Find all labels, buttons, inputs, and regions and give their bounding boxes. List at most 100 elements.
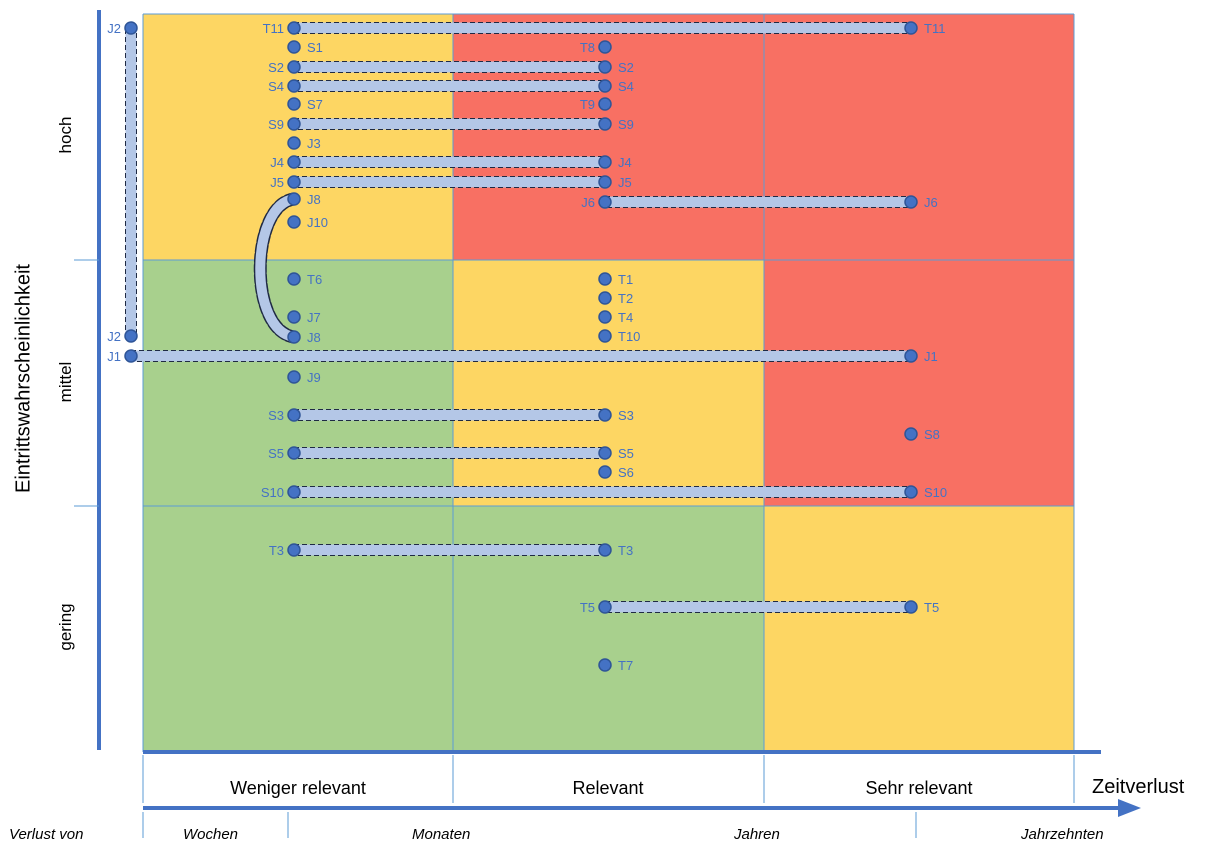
- point-t6-node: [287, 272, 301, 286]
- loss-unit-monaten: Monaten: [412, 826, 471, 843]
- connector-bar-7: [125, 27, 137, 337]
- connector-bar-10: [293, 447, 606, 459]
- point-j8-node: [287, 330, 301, 344]
- point-s10-node: [904, 485, 918, 499]
- loss-unit-wochen: Wochen: [183, 826, 239, 843]
- point-t1-node: [598, 272, 612, 286]
- point-j5-label: J5: [618, 175, 632, 190]
- cell-r0-c1: [453, 14, 764, 260]
- point-t7-node: [598, 658, 612, 672]
- y-axis-title: Eintrittswahrscheinlichkeit: [12, 264, 35, 493]
- cell-r1-c2: [764, 260, 1074, 506]
- point-t5-node: [598, 600, 612, 614]
- point-s5-label: S5: [268, 446, 284, 461]
- point-t3-node: [287, 543, 301, 557]
- connector-bar-11: [293, 486, 912, 498]
- point-s2-node: [287, 60, 301, 74]
- x-axis-title: Zeitverlust: [1092, 776, 1185, 798]
- cell-r2-c0: [143, 506, 453, 752]
- point-s8-node: [904, 427, 918, 441]
- point-t8-node: [598, 40, 612, 54]
- point-j9-label: J9: [307, 370, 321, 385]
- point-s4-node: [598, 79, 612, 93]
- point-s9-label: S9: [268, 117, 284, 132]
- loss-unit-jahrzehnten: Jahrzehnten: [1021, 826, 1104, 843]
- point-j8-label: J8: [307, 192, 321, 207]
- point-t11-label: T11: [263, 21, 284, 36]
- connector-bar-0: [293, 22, 912, 34]
- point-j5-node: [598, 175, 612, 189]
- point-s1-node: [287, 40, 301, 54]
- point-s1-label: S1: [307, 40, 323, 55]
- loss-unit-jahren: Jahren: [734, 826, 780, 843]
- point-s9-node: [598, 117, 612, 131]
- point-j4-label: J4: [618, 155, 632, 170]
- cell-r2-c2: [764, 506, 1074, 752]
- point-t1-label: T1: [618, 272, 633, 287]
- point-j4-node: [287, 155, 301, 169]
- point-s4-label: S4: [268, 79, 284, 94]
- point-t9-label: T9: [580, 97, 595, 112]
- connector-bar-8: [130, 350, 912, 362]
- point-s2-label: S2: [618, 60, 634, 75]
- point-s9-node: [287, 117, 301, 131]
- point-t11-node: [904, 21, 918, 35]
- point-t3-label: T3: [618, 543, 633, 558]
- column-label-weniger-relevant: Weniger relevant: [230, 778, 366, 798]
- row-label-hoch: hoch: [56, 116, 75, 154]
- connector-bar-9: [293, 409, 606, 421]
- row-label-mittel: mittel: [56, 361, 75, 403]
- connector-bar-13: [604, 601, 912, 613]
- point-s3-label: S3: [618, 408, 634, 423]
- point-j8-node: [287, 192, 301, 206]
- column-label-relevant: Relevant: [572, 778, 644, 798]
- column-label-sehr-relevant: Sehr relevant: [865, 778, 973, 798]
- point-j7-node: [287, 310, 301, 324]
- axes: [74, 10, 1141, 838]
- connector-bar-5: [293, 176, 606, 188]
- point-s10-node: [287, 485, 301, 499]
- point-t4-node: [598, 310, 612, 324]
- point-s4-node: [287, 79, 301, 93]
- point-s3-label: S3: [268, 408, 284, 423]
- point-t2-node: [598, 291, 612, 305]
- point-s10-label: S10: [924, 485, 947, 500]
- point-t3-node: [598, 543, 612, 557]
- point-s9-label: S9: [618, 117, 634, 132]
- point-s10-label: S10: [261, 485, 284, 500]
- point-t5-label: T5: [924, 600, 939, 615]
- point-j1-node: [124, 349, 138, 363]
- point-j1-label: J1: [107, 349, 121, 364]
- connector-bar-1: [293, 61, 606, 73]
- point-t11-node: [287, 21, 301, 35]
- matrix-cells: [143, 14, 1074, 752]
- point-s5-node: [287, 446, 301, 460]
- point-t10-label: T10: [618, 329, 640, 344]
- point-s8-label: S8: [924, 427, 940, 442]
- cell-r2-c1: [453, 506, 764, 752]
- point-j2-node: [124, 329, 138, 343]
- point-j5-label: J5: [270, 175, 284, 190]
- point-t10-node: [598, 329, 612, 343]
- point-j6-label: J6: [581, 195, 595, 210]
- connector-bar-2: [293, 80, 606, 92]
- connector-bar-12: [293, 544, 606, 556]
- point-s3-node: [598, 408, 612, 422]
- point-j4-label: J4: [270, 155, 284, 170]
- point-t5-label: T5: [580, 600, 595, 615]
- connector-bar-4: [293, 156, 606, 168]
- point-s2-node: [598, 60, 612, 74]
- point-labels: T11 T11 S1 T8 S2 S2 S4 S4 S7 T9 S9 S9 J3 J4 J4 J5 J5 J8 J6…: [107, 21, 947, 673]
- point-j6-node: [904, 195, 918, 209]
- point-j5-node: [287, 175, 301, 189]
- loss-prefix: Verlust von: [9, 826, 84, 843]
- point-s6-node: [598, 465, 612, 479]
- point-t6-label: T6: [307, 272, 322, 287]
- point-j8-label: J8: [307, 330, 321, 345]
- point-j2-label: J2: [107, 329, 121, 344]
- connector-bar-3: [293, 118, 606, 130]
- point-j1-node: [904, 349, 918, 363]
- point-j10-label: J10: [307, 215, 328, 230]
- connector-bar-6: [604, 196, 912, 208]
